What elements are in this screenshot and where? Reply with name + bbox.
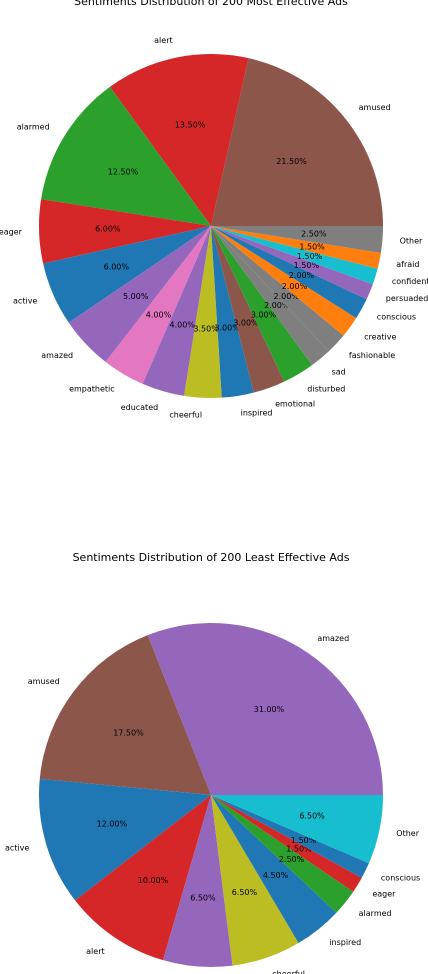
slice-label: educated <box>121 403 159 412</box>
value-label: 1.50% <box>286 844 312 853</box>
slice-label: sad <box>332 367 346 376</box>
value-label: 2.00% <box>289 271 315 280</box>
value-label: 1.50% <box>294 261 320 270</box>
slice-label: amused <box>359 103 391 112</box>
pie-slice <box>211 226 378 285</box>
value-label: 21.50% <box>276 157 307 166</box>
pie-slice <box>211 795 383 864</box>
pie-slice <box>184 226 222 398</box>
slice-label: disturbed <box>307 384 345 393</box>
value-label: 6.50% <box>232 888 258 897</box>
pie-slice <box>211 58 383 226</box>
slice-label: Other <box>400 236 423 245</box>
slice-label: active <box>5 843 29 852</box>
chart-title: Sentiments Distribution of 200 Least Eff… <box>73 551 350 564</box>
pie-slice <box>211 226 344 352</box>
slice-label: conscious <box>377 313 416 322</box>
pie-slice <box>105 226 211 384</box>
slice-label: amazed <box>317 634 349 643</box>
pie-slice <box>211 795 337 944</box>
pie-slice <box>75 795 211 961</box>
slice-label: fashionable <box>349 351 395 360</box>
pie-slice <box>68 226 211 362</box>
slice-label: inspired <box>329 938 361 947</box>
pie-slice <box>211 226 329 366</box>
slice-label: confident <box>392 277 428 286</box>
pie-slice <box>147 623 383 795</box>
slice-label: alarmed <box>359 909 392 918</box>
pie-slice <box>163 795 233 967</box>
pie-slice <box>142 226 211 396</box>
pie-slice <box>211 226 381 269</box>
slice-label: eager <box>372 889 396 898</box>
pie-slice <box>211 795 299 966</box>
value-label: 2.50% <box>301 230 327 239</box>
slice-label: Other <box>396 829 419 838</box>
pie-slice <box>41 86 211 226</box>
value-label: 31.00% <box>254 705 285 714</box>
slice-label: amused <box>28 677 60 686</box>
value-label: 1.50% <box>291 836 317 845</box>
slice-label: alert <box>86 947 104 956</box>
slice-label: eager <box>0 227 23 236</box>
value-label: 3.00% <box>233 319 259 328</box>
value-label: 10.00% <box>138 876 169 885</box>
slice-label: empathetic <box>69 384 115 393</box>
slice-label: cheerful <box>169 410 202 419</box>
slice-label: amazed <box>41 351 73 360</box>
slice-label: afraid <box>396 260 419 269</box>
slice-label: alert <box>154 36 172 45</box>
pie-slice <box>39 778 212 901</box>
value-label: 5.00% <box>123 292 149 301</box>
pie-slice <box>211 226 285 393</box>
slice-label: cheerful <box>272 969 305 974</box>
pie-slice <box>211 226 357 336</box>
value-label: 2.00% <box>282 282 308 291</box>
pie-slice <box>211 226 367 319</box>
slice-label: creative <box>364 333 396 342</box>
pie-slice <box>39 199 211 264</box>
value-label: 2.00% <box>274 292 300 301</box>
value-label: 1.50% <box>299 242 325 251</box>
value-label: 3.00% <box>214 323 240 332</box>
value-label: 2.00% <box>264 301 290 310</box>
pie-slice <box>211 795 362 892</box>
pie-slice <box>211 795 369 878</box>
pie-slice <box>211 795 354 913</box>
pie-slice <box>211 226 313 382</box>
slice-label: alarmed <box>17 123 50 132</box>
value-label: 6.00% <box>95 225 121 234</box>
pie-slice <box>211 226 373 300</box>
value-label: 6.50% <box>299 811 325 820</box>
pie-slice <box>211 226 254 398</box>
value-label: 2.50% <box>279 855 305 864</box>
value-label: 3.50% <box>193 325 219 334</box>
value-label: 3.00% <box>251 310 277 319</box>
slice-label: inspired <box>241 408 273 417</box>
pie-slice <box>211 226 383 253</box>
chart-title: Sentiments Distribution of 200 Most Effe… <box>74 0 348 8</box>
slice-label: persuaded <box>386 294 428 303</box>
value-label: 6.00% <box>104 262 130 271</box>
pie-slice <box>39 635 212 795</box>
value-label: 12.50% <box>108 168 139 177</box>
value-label: 12.00% <box>97 819 128 828</box>
value-label: 4.50% <box>263 871 289 880</box>
value-label: 4.00% <box>169 321 195 330</box>
slice-label: emotional <box>275 400 315 409</box>
value-label: 4.00% <box>146 310 172 319</box>
slice-label: active <box>13 297 37 306</box>
slice-label: conscious <box>381 874 420 883</box>
value-label: 1.50% <box>297 252 323 261</box>
pie-slice <box>43 226 211 323</box>
pie-slice <box>109 54 249 227</box>
value-label: 17.50% <box>113 729 144 738</box>
value-label: 13.50% <box>175 120 206 129</box>
value-label: 6.50% <box>190 893 216 902</box>
